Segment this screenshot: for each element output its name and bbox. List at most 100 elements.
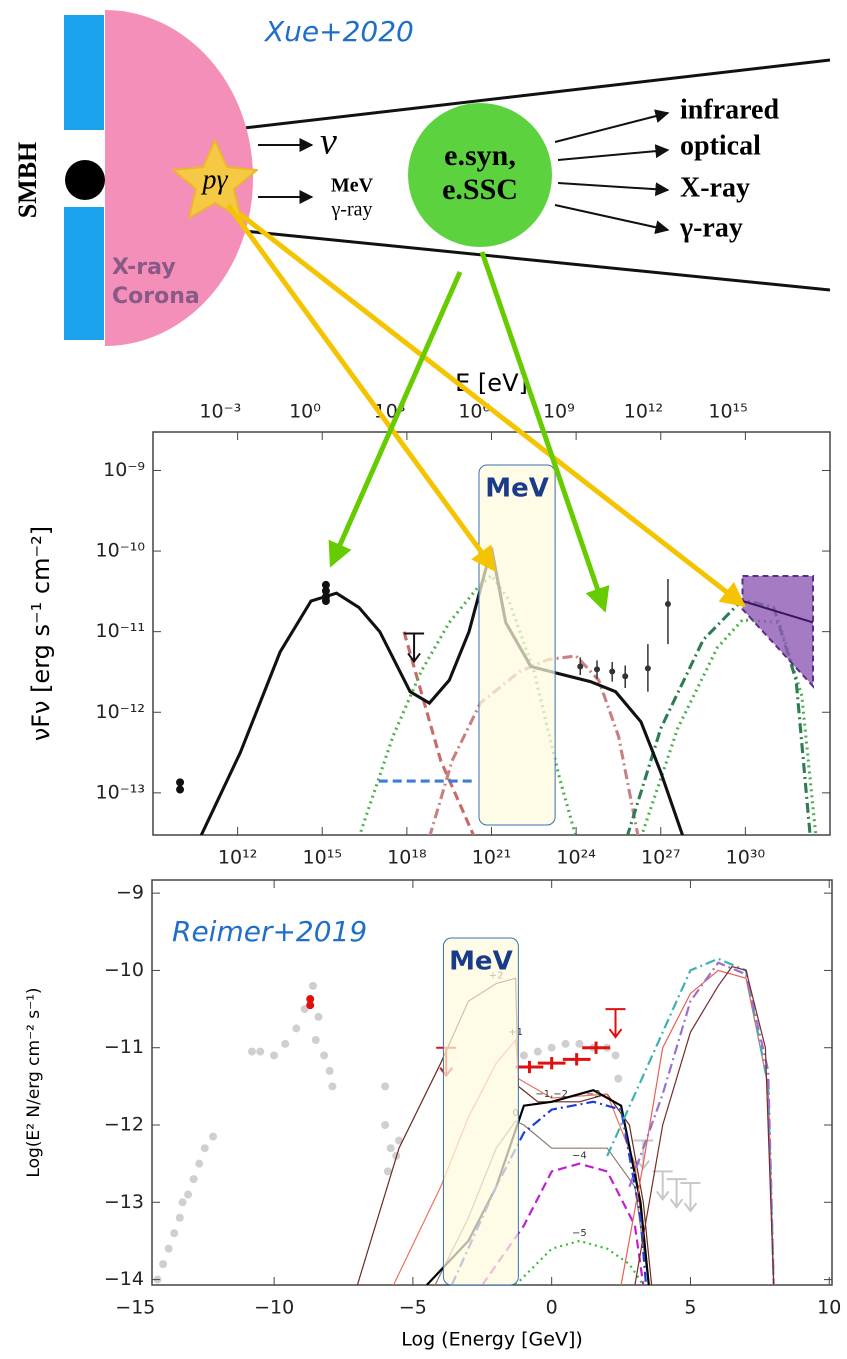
data-point — [645, 665, 651, 671]
y-tick-label: −12 — [104, 1114, 144, 1136]
black-hole — [65, 160, 105, 200]
data-point — [548, 1044, 556, 1052]
y-tick-label: 10⁻¹³ — [96, 781, 145, 803]
data-point — [190, 1175, 198, 1183]
y-axis-label: Log(E² N/erg cm⁻² s⁻¹) — [24, 987, 44, 1177]
data-point — [594, 666, 600, 672]
y-tick-label: −9 — [116, 882, 144, 904]
page: SMBH X-ray Corona pγ ν MeV γ-ray e.syn, … — [0, 0, 847, 1359]
data-point — [326, 1067, 334, 1075]
x-tick-label: 10³⁰ — [726, 847, 765, 869]
leptonic-label: e.SSC — [442, 173, 518, 206]
x2-tick-label: 10⁰ — [289, 401, 321, 423]
data-point — [665, 601, 671, 607]
y-axis-label: νFν [erg s⁻¹ cm⁻²] — [27, 526, 55, 741]
x-tick-label: 0 — [546, 1297, 558, 1319]
y-tick-label: 10⁻¹¹ — [96, 620, 145, 642]
arrow — [555, 205, 668, 230]
arrow — [558, 183, 668, 190]
diagram: SMBH X-ray Corona pγ ν MeV γ-ray e.syn, … — [13, 10, 830, 346]
mev-box — [479, 465, 555, 825]
data-point — [176, 1214, 184, 1222]
data-point — [248, 1048, 256, 1056]
data-point — [387, 1144, 395, 1152]
annotation: Reimer+2019 — [172, 915, 367, 948]
y-tick-label: −13 — [104, 1191, 144, 1213]
data-point — [320, 1051, 328, 1059]
x-axis-label: Log (Energy [GeV]) — [401, 1329, 583, 1351]
x-tick-label: 10²¹ — [472, 847, 511, 869]
data-point — [520, 1051, 528, 1059]
x-tick-label: 10¹² — [218, 847, 257, 869]
data-point — [381, 1121, 389, 1129]
pgamma-label: pγ — [200, 164, 228, 195]
mev-label: γ-ray — [330, 199, 372, 221]
x2-tick-label: 10¹² — [624, 401, 663, 423]
curve-label: −3 — [586, 1089, 601, 1100]
x-tick-label: −10 — [254, 1297, 294, 1319]
data-point — [322, 597, 330, 605]
x-tick-label: 10²⁴ — [556, 847, 596, 869]
reimer-chart: +2+10−1,−2−3−4−5−15−10−50510−9−10−11−12−… — [24, 880, 841, 1351]
data-point — [270, 1051, 278, 1059]
x-tick-label: 10 — [817, 1297, 841, 1319]
data-point — [612, 1051, 620, 1059]
data-point — [614, 1075, 622, 1083]
disk-bar — [64, 207, 104, 340]
data-point — [159, 1260, 167, 1268]
x-tick-label: 10¹⁸ — [387, 847, 426, 869]
data-point — [179, 1198, 187, 1206]
data-point — [577, 663, 583, 669]
y-tick-label: 10⁻¹⁰ — [96, 540, 145, 562]
data-point — [292, 1024, 300, 1032]
y-tick-label: 10⁻¹² — [96, 701, 145, 723]
disk-bar — [64, 15, 104, 130]
y-tick-label: −11 — [104, 1036, 144, 1058]
data-point — [209, 1133, 217, 1141]
data-point — [306, 1001, 314, 1009]
data-point — [315, 1013, 323, 1021]
data-point — [184, 1191, 192, 1199]
data-point — [201, 1144, 209, 1152]
mev-label: MeV — [485, 474, 549, 504]
data-point — [170, 1229, 178, 1237]
arrow — [555, 113, 668, 142]
x2-tick-label: 10¹⁵ — [708, 401, 747, 423]
output-label: X-ray — [680, 172, 750, 203]
x2-tick-label: 10⁹ — [543, 401, 575, 423]
data-point — [312, 1036, 320, 1044]
output-label: infrared — [680, 94, 779, 125]
data-point — [381, 1082, 389, 1090]
curve-label: −5 — [572, 1228, 587, 1239]
data-point — [622, 673, 628, 679]
data-point — [609, 669, 615, 675]
data-point — [309, 982, 317, 990]
leptonic-label: e.syn, — [444, 139, 516, 172]
arrow — [558, 150, 668, 160]
data-point — [195, 1160, 203, 1168]
y-tick-label: 10⁻⁹ — [103, 459, 145, 481]
output-label: γ-ray — [679, 212, 743, 243]
x-tick-label: 10²⁷ — [641, 847, 680, 869]
x2-tick-label: 10⁻³ — [199, 401, 241, 423]
x-tick-label: 5 — [684, 1297, 696, 1319]
data-point — [328, 1082, 336, 1090]
corona-label: Corona — [112, 284, 200, 309]
data-point — [534, 1048, 542, 1056]
data-point — [176, 786, 184, 794]
corona-label: X-ray — [112, 255, 176, 280]
output-label: optical — [680, 130, 761, 161]
data-point — [176, 778, 184, 786]
x-tick-label: 10¹⁵ — [303, 847, 342, 869]
figure: SMBH X-ray Corona pγ ν MeV γ-ray e.syn, … — [0, 0, 847, 1359]
y-tick-label: −14 — [104, 1268, 144, 1290]
data-point — [165, 1245, 173, 1253]
mev-label: MeV — [331, 175, 374, 197]
x-tick-label: −5 — [399, 1297, 427, 1319]
neutrino-label: ν — [320, 121, 337, 163]
y-tick-label: −10 — [104, 959, 144, 981]
x2-axis-label: E [eV] — [455, 369, 528, 397]
curve-label: −1,−2 — [535, 1089, 568, 1100]
diagram-title: Xue+2020 — [263, 15, 414, 48]
